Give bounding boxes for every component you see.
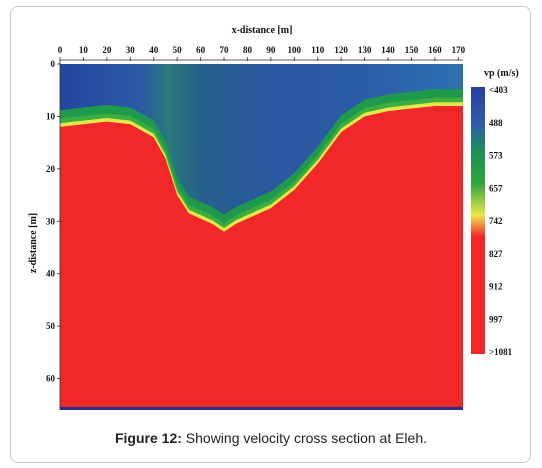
x-tick-label: 20: [102, 45, 112, 55]
x-tick-label: 50: [173, 45, 183, 55]
y-tick-label: 0: [51, 59, 56, 69]
x-tick-label: 120: [334, 45, 348, 55]
x-tick-label: 110: [311, 45, 325, 55]
y-ticks: 0 10 20 30 40 50 60: [46, 59, 61, 384]
y-axis-title: z-distance [m]: [28, 213, 39, 273]
caption-text: Showing velocity cross section at Eleh.: [181, 430, 428, 446]
y-tick-label: 10: [46, 111, 56, 121]
colorbar-label: 997: [489, 314, 503, 324]
x-tick-label: 30: [126, 45, 136, 55]
x-tick-label: 10: [79, 45, 89, 55]
colorbar-label: <403: [489, 85, 508, 95]
colorbar: [471, 87, 485, 354]
x-tick-label: 130: [358, 45, 372, 55]
colorbar-label: 742: [489, 216, 503, 226]
colorbar-labels: <403 488 573 657 742 827 912 997 >1081: [489, 85, 513, 357]
x-tick-label: 60: [196, 45, 206, 55]
colorbar-label: 912: [489, 282, 503, 292]
figure-caption: Figure 12: Showing velocity cross sectio…: [0, 430, 542, 446]
y-tick-label: 60: [46, 374, 56, 384]
colorbar-label: 657: [489, 183, 503, 193]
y-tick-label: 20: [46, 164, 56, 174]
x-tick-label: 0: [58, 45, 63, 55]
y-tick-label: 40: [46, 269, 56, 279]
x-tick-label: 160: [428, 45, 442, 55]
x-tick-label: 80: [243, 45, 253, 55]
x-tick-label: 70: [220, 45, 230, 55]
x-tick-label: 140: [381, 45, 395, 55]
high-velocity-zone: [60, 105, 463, 410]
colorbar-label: 827: [489, 249, 503, 259]
y-tick-label: 30: [46, 216, 56, 226]
plot-area: [60, 64, 463, 410]
bottom-boundary-line: [60, 407, 463, 410]
x-tick-label: 170: [452, 45, 466, 55]
colorbar-label: 488: [489, 118, 503, 128]
colorbar-label: >1081: [489, 347, 513, 357]
x-axis-title: x-distance [m]: [232, 25, 293, 36]
caption-label: Figure 12:: [114, 430, 182, 446]
colorbar-title: vp (m/s): [484, 68, 519, 79]
x-tick-label: 150: [405, 45, 419, 55]
colorbar-label: 573: [489, 151, 503, 161]
x-ticks: 0 10 20 30 40 50 60 70 80 90 100 110 120 130 140 150 160…: [58, 45, 466, 61]
x-tick-label: 100: [288, 45, 302, 55]
y-tick-label: 50: [46, 321, 56, 331]
x-tick-label: 90: [266, 45, 276, 55]
x-tick-label: 40: [149, 45, 159, 55]
